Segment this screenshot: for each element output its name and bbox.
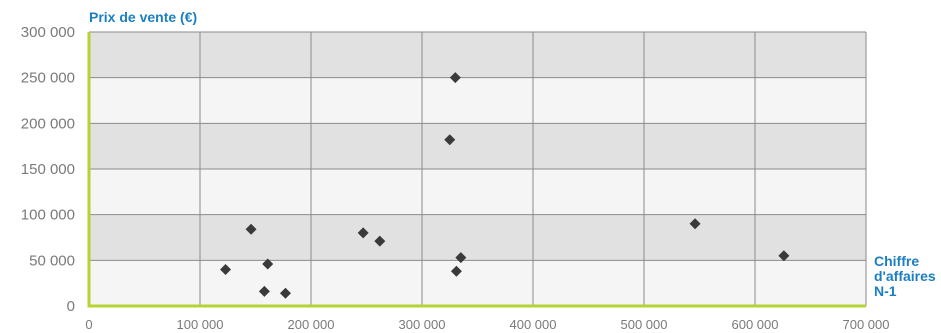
y-axis-title: Prix de vente (€) bbox=[89, 9, 197, 25]
y-tick-label: 100 000 bbox=[21, 207, 75, 224]
y-tick-label: 250 000 bbox=[21, 70, 75, 87]
x-axis-title-line: N-1 bbox=[874, 283, 897, 299]
axes bbox=[87, 32, 866, 308]
y-tick-labels: 0 50 000 100 000 150 000 200 000 250 000 300 0… bbox=[21, 24, 75, 315]
x-tick-label: 100 000 bbox=[177, 317, 224, 332]
data-point bbox=[258, 285, 270, 297]
x-tick-label: 0 bbox=[85, 317, 92, 332]
x-axis-title-text: Chiffre d'affaires N-1 bbox=[874, 253, 936, 299]
data-point bbox=[689, 218, 701, 230]
plot-band bbox=[89, 214, 866, 261]
x-tick-label: 500 000 bbox=[621, 317, 668, 332]
grid-lines bbox=[89, 31, 867, 306]
data-points bbox=[220, 72, 790, 299]
data-point bbox=[245, 223, 257, 235]
x-tick-labels: 0 100 000 200 000 300 000 400 000 500 000 600 … bbox=[85, 317, 889, 332]
y-tick-label: 200 000 bbox=[21, 115, 75, 132]
x-tick-label: 700 000 bbox=[843, 317, 890, 332]
data-point bbox=[279, 287, 291, 299]
data-point bbox=[444, 134, 456, 146]
y-tick-label: 0 bbox=[67, 298, 75, 315]
data-point bbox=[455, 252, 467, 264]
data-point bbox=[450, 265, 462, 277]
y-tick-label: 50 000 bbox=[29, 252, 75, 269]
plot-band bbox=[89, 123, 866, 169]
data-point bbox=[220, 263, 232, 275]
data-point bbox=[374, 235, 386, 247]
x-tick-label: 300 000 bbox=[399, 317, 446, 332]
data-point bbox=[262, 258, 274, 270]
plot-band bbox=[89, 260, 866, 306]
y-tick-label: 150 000 bbox=[21, 161, 75, 178]
x-axis-title: Chiffre d'affaires N-1 bbox=[874, 253, 936, 299]
x-axis-title-line: Chiffre bbox=[874, 253, 919, 269]
data-point bbox=[449, 72, 461, 84]
data-point bbox=[778, 250, 790, 262]
y-tick-label: 300 000 bbox=[21, 24, 75, 41]
plot-band bbox=[89, 32, 866, 78]
data-point bbox=[357, 227, 369, 239]
plot-bands bbox=[89, 32, 866, 306]
plot-band bbox=[89, 169, 866, 215]
x-tick-label: 600 000 bbox=[732, 317, 779, 332]
x-tick-label: 200 000 bbox=[288, 317, 335, 332]
x-axis-title-line: d'affaires bbox=[874, 268, 936, 284]
plot-band bbox=[89, 77, 866, 124]
x-tick-label: 400 000 bbox=[510, 317, 557, 332]
